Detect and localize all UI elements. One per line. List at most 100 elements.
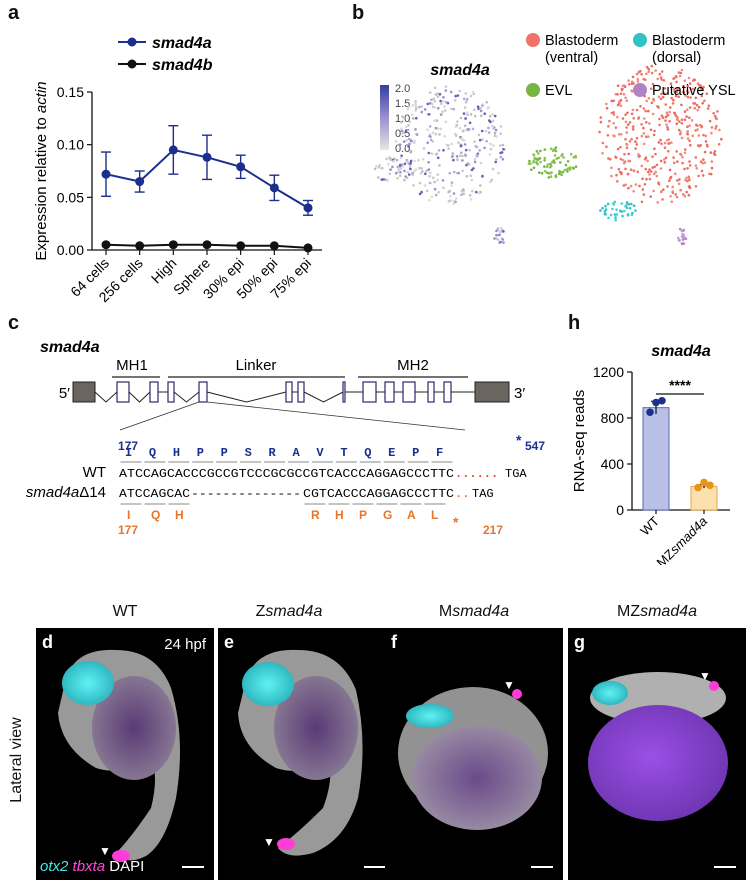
cell-dot (473, 114, 477, 118)
cell-dot (391, 165, 394, 169)
cell-dot (437, 106, 440, 110)
cell-dot (409, 167, 412, 171)
cell-dot (543, 156, 547, 160)
cell-dot (566, 170, 569, 173)
cell-dot (624, 120, 628, 124)
cell-dot (483, 112, 486, 115)
cell-dot (545, 165, 549, 169)
domain-mh2: MH2 (397, 357, 429, 374)
cell-dot (427, 161, 430, 164)
cell-dot (420, 190, 423, 194)
cell-dot (604, 204, 607, 208)
cell-dot (669, 82, 673, 85)
y-tick-label: 800 (601, 410, 625, 426)
cell-dot (499, 132, 502, 135)
cell-dot (406, 170, 409, 174)
cell-dot (647, 67, 650, 71)
cell-dot (404, 125, 408, 129)
cell-dot (703, 150, 707, 154)
cell-dot (676, 116, 679, 119)
cell-dot (691, 87, 694, 91)
y-tick-label: 0.00 (57, 242, 84, 258)
intron (206, 391, 287, 403)
cell-dot (681, 161, 684, 165)
cell-dot (683, 110, 687, 113)
cell-dot (502, 147, 505, 151)
cell-dot (685, 115, 688, 118)
cell-dot (532, 159, 536, 162)
cell-dot (433, 180, 436, 184)
cell-dot (430, 195, 434, 199)
arrowhead-icon: ▼ (503, 678, 515, 692)
cell-dot (686, 130, 689, 133)
cell-dot (652, 172, 656, 176)
panel-label-c: c (8, 312, 20, 334)
cell-dot (491, 167, 495, 171)
cell-dot (439, 99, 442, 103)
cell-dot (392, 159, 395, 163)
cell-dot (694, 164, 698, 167)
cell-dot (429, 171, 432, 175)
cell-dot (685, 190, 688, 194)
cell-dot (664, 156, 668, 160)
cell-dot (413, 159, 416, 163)
cell-dot (688, 116, 691, 119)
cell-dot (710, 126, 714, 129)
cell-dot (466, 113, 469, 117)
panel-label-b: b (352, 2, 365, 24)
cell-dot (388, 156, 391, 159)
cell-dot (426, 128, 429, 131)
cell-dot (621, 158, 625, 162)
cell-dot (653, 129, 656, 133)
cell-dot (399, 156, 403, 160)
cell-dot (475, 153, 479, 157)
cell-dot (569, 152, 573, 156)
cell-dot (568, 168, 572, 171)
cell-dot (666, 113, 669, 117)
cell-dot (401, 132, 404, 135)
cell-dot (448, 172, 452, 175)
cell-dot (620, 172, 623, 176)
cell-dot (411, 173, 414, 177)
cell-dot (645, 72, 648, 76)
mutant-amino-acid: A (407, 508, 416, 522)
cell-dot (626, 213, 630, 217)
cell-dot (678, 227, 682, 231)
cell-dot (629, 184, 633, 188)
cell-dot (537, 157, 541, 160)
cell-dot (694, 156, 698, 159)
cell-dot (684, 148, 687, 151)
cell-dot (647, 70, 650, 74)
cell-dot (559, 170, 562, 174)
cell-dot (532, 166, 536, 170)
cell-dot (625, 99, 629, 102)
legend-label: Blastoderm (ventral) (545, 33, 618, 66)
cell-dot (650, 101, 654, 105)
cell-dot (601, 141, 605, 145)
cell-dot (454, 134, 458, 137)
cell-dot (712, 112, 715, 115)
cell-dot (444, 100, 448, 104)
cell-dot (627, 83, 631, 86)
cell-dot (680, 153, 683, 157)
cell-dot (478, 191, 481, 195)
cell-dot (638, 154, 641, 158)
data-point-smad4a (303, 203, 313, 213)
cell-dot (543, 165, 546, 168)
cell-dot (622, 161, 626, 165)
cell-dot (619, 210, 623, 213)
cell-dot (624, 167, 627, 171)
cell-dot (666, 185, 669, 188)
cell-dot (458, 126, 462, 130)
cell-dot (676, 179, 679, 182)
cell-dot (442, 96, 445, 99)
cell-dot (540, 171, 544, 175)
cell-dot (453, 99, 457, 102)
cell-dot (686, 167, 689, 170)
cell-dot (701, 174, 705, 177)
cell-dot (388, 172, 392, 176)
cell-dot (709, 151, 713, 154)
cell-dot (603, 212, 607, 215)
image-title-wt: WT (112, 603, 138, 620)
cell-dot (644, 167, 647, 171)
